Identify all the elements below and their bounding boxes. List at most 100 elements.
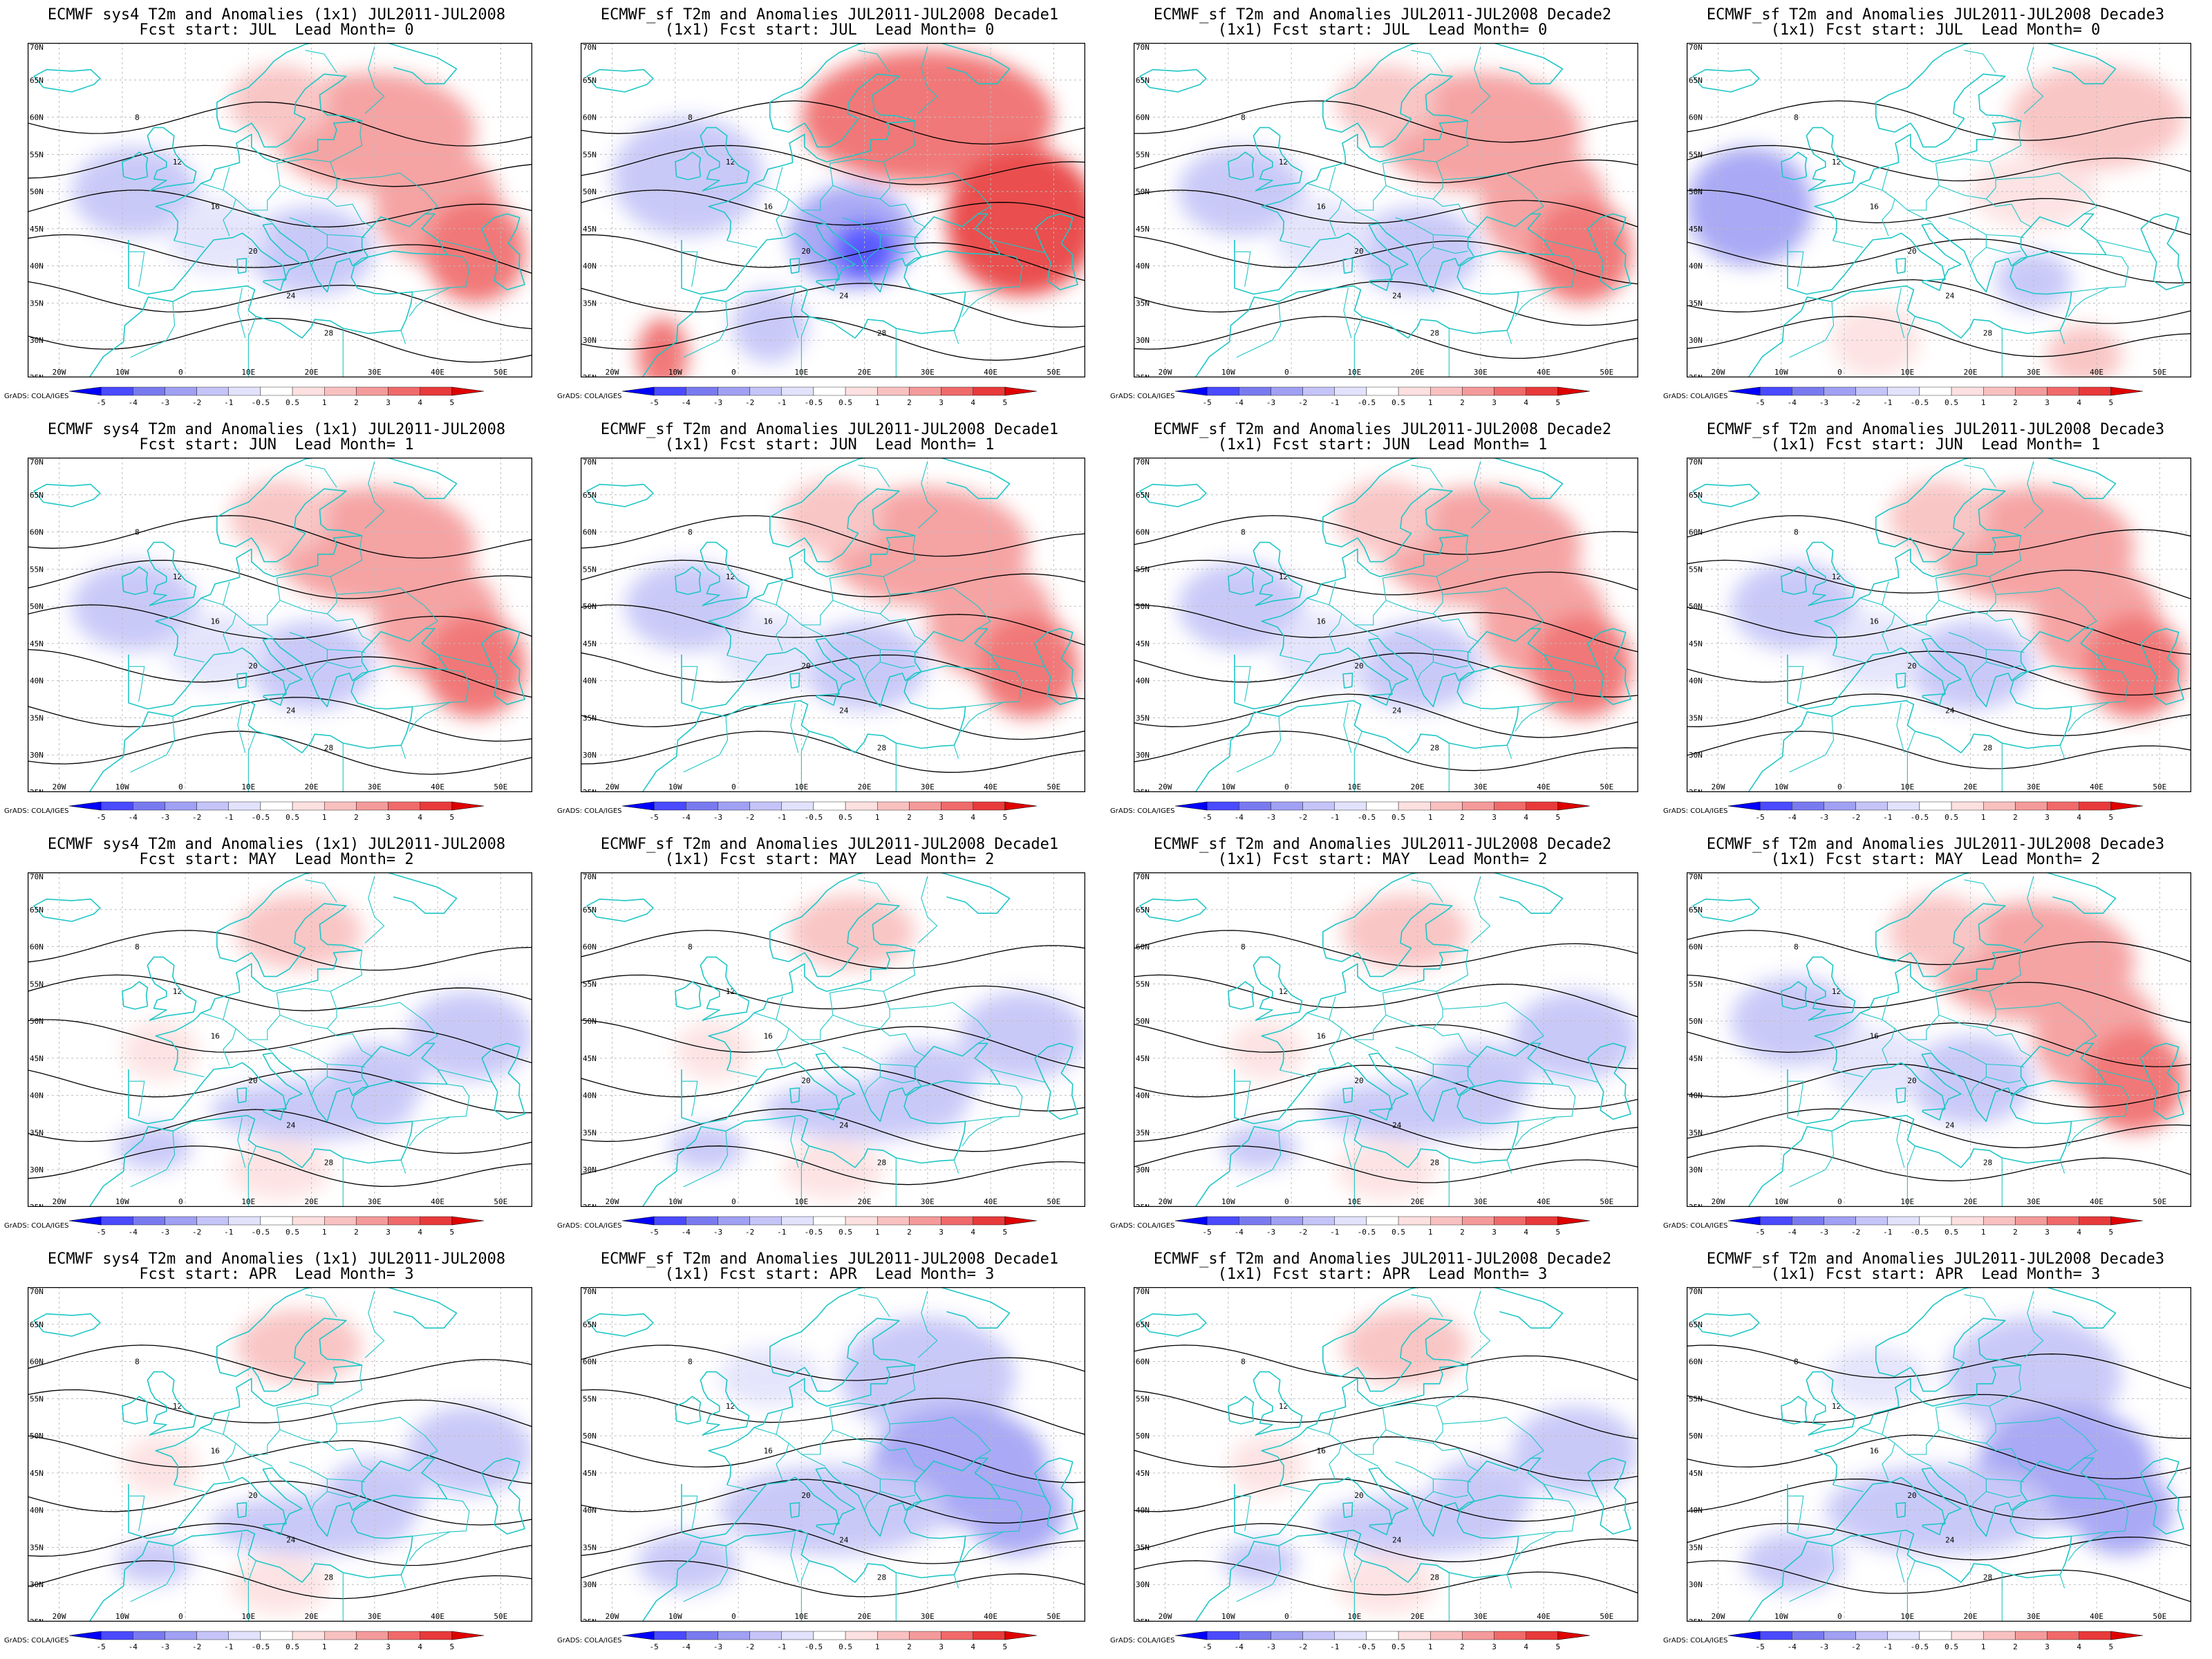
coastline — [1342, 1087, 1353, 1104]
panel-title: ECMWF_sf T2m and Anomalies JUL2011-JUL20… — [600, 1250, 1059, 1268]
lon-tick-label: 50E — [1047, 782, 1060, 791]
country-border — [330, 535, 363, 577]
warm-anomaly-area — [1888, 480, 1989, 554]
country-border — [235, 1407, 281, 1455]
isotherm-contour — [581, 731, 1085, 773]
colorbar-segment — [356, 386, 388, 396]
colorbar-segment — [813, 1631, 846, 1640]
lat-tick-label: 35N — [583, 299, 597, 308]
colorbar-segment — [1430, 386, 1463, 396]
country-border — [437, 654, 491, 668]
colorbar-segment — [1239, 386, 1271, 396]
country-border — [1385, 1014, 1479, 1058]
contour-label: 8 — [1241, 528, 1246, 537]
panel-subtitle: Fcst start: JUN Lead Month= 1 — [139, 436, 414, 453]
panel-subtitle: (1x1) Fcst start: MAY Lead Month= 2 — [1770, 851, 2101, 868]
contour-label: 12 — [1279, 158, 1288, 167]
cool-anomaly-area — [406, 1406, 532, 1496]
lat-tick-label: 40N — [1689, 262, 1703, 271]
map-panel: ECMWF_sf T2m and Anomalies JUL2011-JUL20… — [1106, 0, 1659, 415]
colorbar-tick-label: 0.5 — [1391, 1642, 1405, 1651]
colorbar-segment — [388, 801, 420, 811]
isotherm-contour — [28, 731, 532, 775]
isotherm-contour — [581, 695, 1085, 740]
colorbar-tick-label: 2 — [1460, 813, 1465, 822]
country-border — [2071, 1531, 2110, 1537]
country-border — [962, 254, 1023, 317]
country-border — [1329, 996, 1336, 1020]
map-frame — [581, 43, 1085, 377]
country-border — [337, 1002, 438, 1044]
lat-tick-label: 70N — [583, 1287, 597, 1296]
colorbar-segment — [2079, 1631, 2112, 1640]
coastline — [700, 126, 750, 191]
lat-tick-label: 35N — [30, 299, 44, 308]
isotherm-contour — [1134, 316, 1638, 359]
lat-tick-label: 60N — [583, 528, 597, 537]
country-border — [1411, 50, 1443, 73]
colorbar-tick-label: 1 — [875, 1642, 880, 1651]
lat-tick-label: 55N — [1136, 1394, 1150, 1403]
lon-tick-label: 20W — [1159, 782, 1172, 791]
lat-tick-label: 35N — [1689, 1128, 1703, 1137]
contour-label: 28 — [324, 743, 333, 752]
lon-tick-label: 40E — [984, 782, 997, 791]
country-border — [1470, 46, 1491, 114]
contour-label: 20 — [248, 1491, 257, 1500]
map-frame — [1134, 1287, 1638, 1622]
colorbar-tick-label: 1 — [1981, 813, 1986, 822]
country-border — [1411, 465, 1443, 488]
coastline — [708, 43, 1011, 241]
lon-tick-label: 30E — [1474, 1197, 1488, 1206]
anomaly-colorbar: -5 -4 -3 -2 -1 -0.5 0.5 1 2 3 4 5 — [1727, 1631, 2144, 1651]
contour-label: 20 — [801, 247, 810, 256]
coastline — [1922, 1523, 1944, 1535]
lat-tick-label: 55N — [1689, 980, 1703, 988]
colorbar-tick-label: 2 — [1460, 1228, 1465, 1237]
colorbar-tick-label: 4 — [418, 813, 422, 822]
colorbar-tick-label: -1 — [777, 398, 786, 407]
lon-tick-label: 10W — [1774, 1197, 1788, 1206]
isotherm-contour — [581, 559, 1085, 597]
coastline — [33, 68, 101, 93]
country-border — [237, 702, 246, 753]
lat-tick-label: 40N — [583, 1091, 597, 1100]
lat-tick-label: 70N — [583, 872, 597, 881]
country-border — [1907, 624, 1932, 637]
country-border — [1964, 1294, 1996, 1318]
contour-label: 8 — [1241, 943, 1246, 952]
country-border — [683, 1131, 729, 1188]
colorbar-segment — [1792, 801, 1824, 811]
coastline — [1895, 673, 1906, 689]
country-border — [880, 1076, 915, 1083]
country-border — [1938, 599, 2032, 643]
colorbar-tick-label: 0.5 — [838, 813, 852, 822]
lon-tick-label: 30E — [2027, 782, 2041, 791]
country-border — [1789, 1546, 1835, 1602]
map-panel: ECMWF_sf T2m and Anomalies JUL2011-JUL20… — [553, 1244, 1106, 1659]
isotherm-contour — [28, 974, 532, 1011]
contour-label: 24 — [1392, 1121, 1402, 1130]
lon-tick-label: 40E — [2090, 368, 2103, 377]
lat-tick-label: 60N — [30, 528, 44, 537]
colorbar-tick-label: -0.5 — [805, 813, 823, 822]
colorbar-segment — [1334, 386, 1367, 396]
colorbar-high-arrow — [1004, 1216, 1038, 1226]
country-border — [247, 1145, 256, 1207]
lat-tick-label: 40N — [583, 262, 597, 271]
panel-subtitle: (1x1) Fcst start: JUN Lead Month= 1 — [1217, 436, 1548, 453]
country-border — [276, 988, 337, 1029]
country-border — [2023, 1291, 2044, 1358]
map-panel: ECMWF sys4 T2m and Anomalies (1x1) JUL20… — [0, 1244, 553, 1659]
colorbar-segment — [653, 1631, 686, 1640]
colorbar-segment — [1206, 1216, 1239, 1226]
colorbar-tick-label: 3 — [2045, 813, 2050, 822]
lon-tick-label: 10E — [794, 782, 808, 791]
panel-subtitle: (1x1) Fcst start: MAY Lead Month= 2 — [664, 851, 995, 868]
lat-tick-label: 50N — [583, 1432, 597, 1441]
coastline — [1787, 213, 2107, 295]
colorbar-segment — [1919, 801, 1952, 811]
colorbar-high-arrow — [1557, 1216, 1591, 1226]
country-border — [1788, 666, 1804, 702]
lat-tick-label: 55N — [583, 565, 597, 574]
